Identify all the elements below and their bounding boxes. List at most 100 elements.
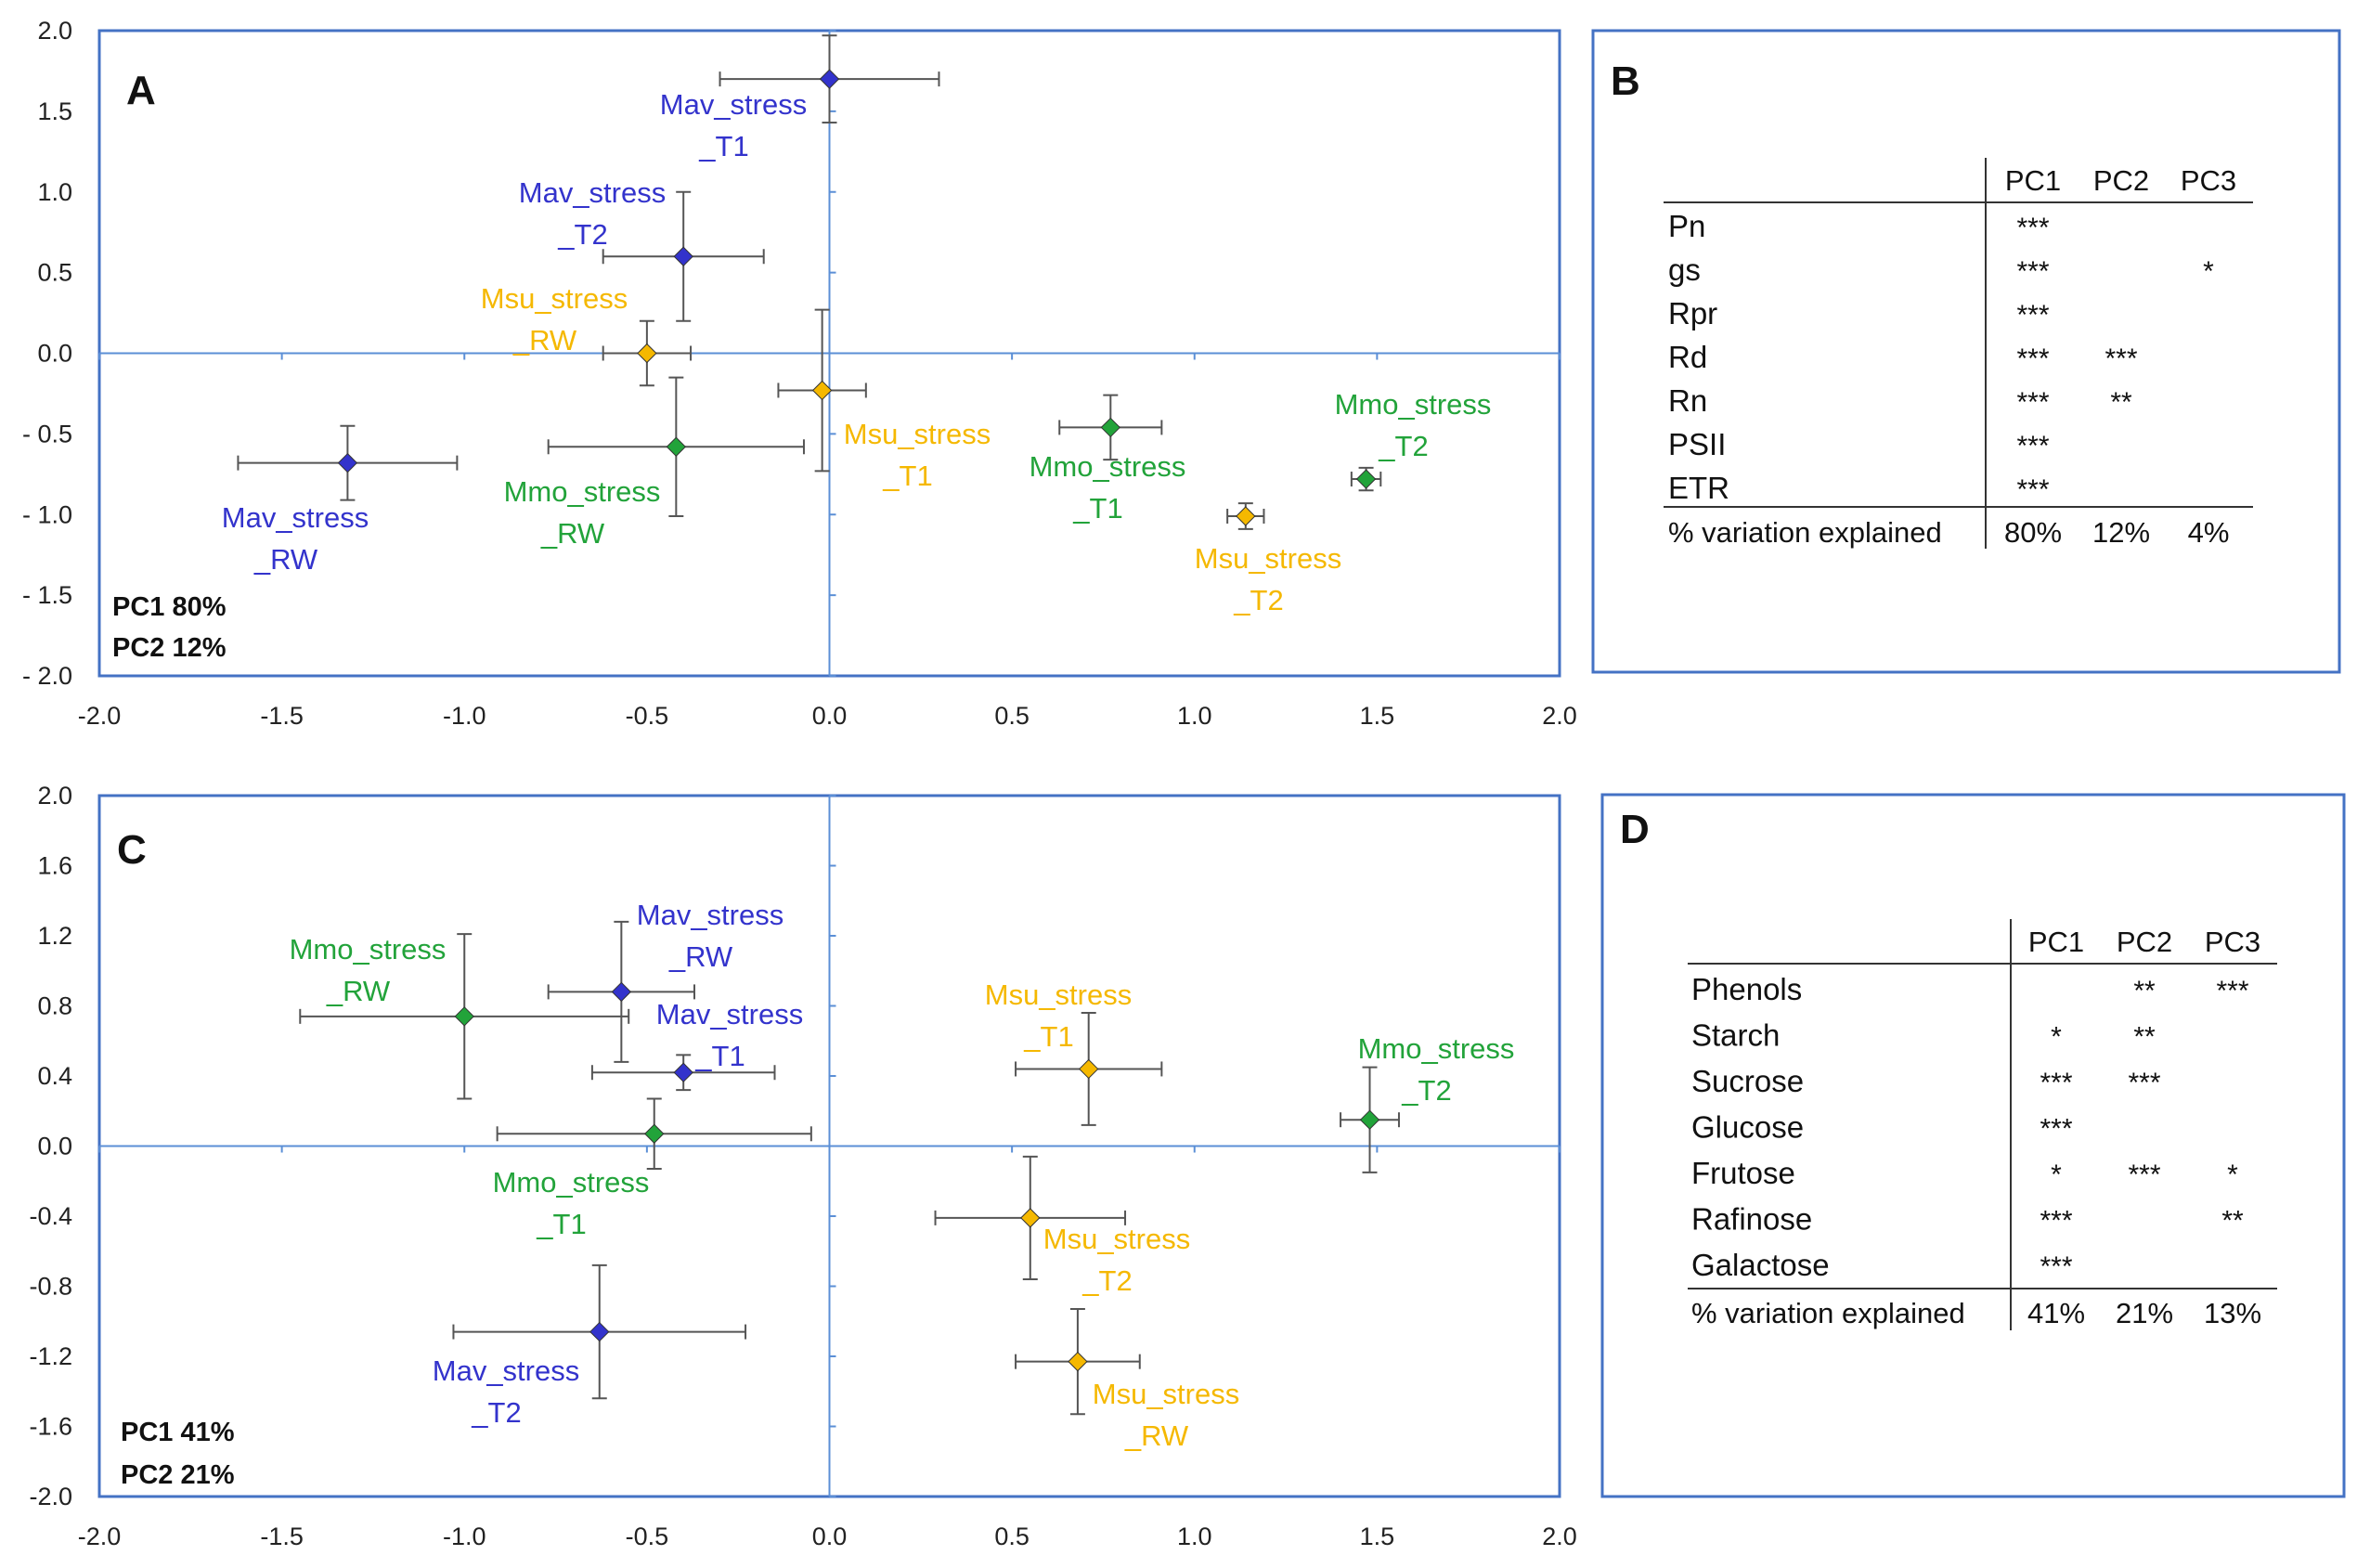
y-tick-label: 0.8: [37, 992, 72, 1020]
point-label-suffix: _RW: [326, 975, 391, 1007]
diamond-marker: [1100, 417, 1121, 438]
point-label-suffix: _T1: [698, 130, 748, 162]
variation-explained-value: 12%: [2092, 516, 2150, 549]
significance-stars: ***: [2216, 976, 2248, 1006]
data-point-mmo: Mmo_stress _T2: [1335, 388, 1492, 492]
y-tick-label: 0.0: [37, 1133, 72, 1160]
point-label-suffix: _T1: [882, 460, 932, 492]
diamond-marker: [819, 69, 840, 89]
y-tick-label: -1.2: [29, 1342, 72, 1370]
diamond-marker: [1020, 1208, 1041, 1228]
point-label-suffix: _T2: [1401, 1074, 1451, 1107]
point-label-suffix: _RW: [253, 543, 318, 576]
significance-stars: ***: [2040, 1068, 2072, 1098]
variation-explained-label: % variation explained: [1691, 1297, 1965, 1329]
significance-stars: *: [2051, 1160, 2062, 1190]
data-point-msu: Msu_stress _T2: [1195, 502, 1341, 616]
table-row-name: Pn: [1668, 209, 1705, 243]
y-tick-label: 2.0: [37, 782, 72, 810]
diamond-marker: [1355, 469, 1377, 489]
point-label-suffix: _T1: [1072, 492, 1122, 525]
point-label: Mmo_stress: [1335, 388, 1492, 421]
pca-plot-A: -2.0 -1.5 -1.0 -0.5 0.0 0.5 1.0 1.5 2.0 2.0 1.5 1.0…: [22, 17, 1577, 730]
significance-stars: ***: [2016, 300, 2049, 330]
x-tick-label: 1.5: [1360, 1523, 1395, 1550]
data-point-mmo: Mmo_stress _T1: [1030, 394, 1185, 525]
pc-variance-note: PC1 80%: [112, 592, 227, 622]
panel-letter: A: [126, 68, 156, 113]
point-label-suffix: _T1: [1023, 1020, 1073, 1053]
point-label-suffix: _RW: [540, 517, 605, 550]
data-point-mmo: Mmo_stress _RW: [290, 933, 630, 1100]
point-label-suffix: _T2: [557, 218, 607, 251]
table-row-name: Rn: [1668, 383, 1707, 418]
significance-stars: ***: [2040, 1251, 2072, 1282]
diamond-marker: [811, 380, 833, 401]
y-tick-label: 1.2: [37, 922, 72, 950]
x-tick-label: -1.0: [443, 702, 486, 730]
diamond-marker: [644, 1123, 665, 1144]
panel-letter: D: [1620, 807, 1650, 852]
data-point-mav: Mav_stress _RW: [547, 899, 784, 1063]
diamond-marker: [673, 246, 693, 266]
x-tick-label: -0.5: [626, 1523, 669, 1550]
diamond-marker: [666, 436, 687, 457]
pc-variance-note: PC2 12%: [112, 633, 227, 663]
point-label: Mav_stress: [433, 1354, 579, 1387]
x-tick-label: 2.0: [1542, 702, 1577, 730]
point-label-suffix: _T2: [471, 1396, 521, 1429]
significance-stars: **: [2133, 1022, 2156, 1053]
y-tick-label: - 0.5: [22, 420, 72, 447]
y-tick-label: -1.6: [29, 1413, 72, 1441]
point-label: Mav_stress: [637, 899, 784, 931]
table-row-name: ETR: [1668, 471, 1729, 505]
table-column-header: PC1: [2028, 926, 2084, 958]
x-tick-label: 0.5: [994, 1523, 1030, 1550]
y-tick-label: - 1.5: [22, 581, 72, 609]
significance-stars: ***: [2128, 1068, 2160, 1098]
y-tick-label: -2.0: [29, 1483, 72, 1510]
data-point-msu: Msu_stress _T1: [777, 308, 991, 492]
data-point-mav: Mav_stress _T2: [519, 176, 765, 322]
point-label-suffix: _T2: [1081, 1264, 1132, 1297]
significance-stars: *: [2051, 1022, 2062, 1053]
point-label-suffix: _T2: [1378, 430, 1428, 462]
y-tick-label: -0.8: [29, 1273, 72, 1301]
y-tick-label: 1.0: [37, 178, 72, 206]
y-tick-label: -0.4: [29, 1202, 72, 1230]
table-column-header: PC3: [2181, 164, 2236, 197]
table-column-header: PC2: [2117, 926, 2172, 958]
panel-letter: C: [117, 827, 147, 873]
data-point-msu: Msu_stress _RW: [481, 282, 693, 387]
x-tick-label: -1.5: [260, 702, 304, 730]
significance-stars: *: [2203, 256, 2214, 287]
pc-variance-note: PC2 21%: [121, 1460, 235, 1490]
variation-explained-value: 41%: [2027, 1297, 2085, 1329]
pc-variance-note: PC1 41%: [121, 1418, 235, 1447]
x-tick-label: 0.0: [812, 1523, 848, 1550]
table-row-name: Starch: [1691, 1018, 1780, 1053]
y-tick-label: 0.0: [37, 340, 72, 368]
table-row-name: gs: [1668, 253, 1701, 287]
x-tick-label: 1.0: [1177, 1523, 1212, 1550]
point-label: Msu_stress: [985, 978, 1132, 1011]
significance-stars: ***: [2016, 431, 2049, 461]
point-label-suffix: _RW: [668, 940, 733, 973]
table-column-header: PC3: [2205, 926, 2260, 958]
x-tick-label: 0.0: [812, 702, 848, 730]
significance-stars: ***: [2016, 343, 2049, 374]
significance-stars: **: [2221, 1206, 2244, 1237]
x-tick-label: -1.0: [443, 1523, 486, 1550]
data-point-mav: Mav_stress _T1: [590, 998, 803, 1092]
point-label-suffix: _T2: [1233, 584, 1283, 616]
x-tick-label: 2.0: [1542, 1523, 1577, 1550]
x-tick-label: 0.5: [994, 702, 1030, 730]
diamond-marker: [1068, 1351, 1088, 1372]
significance-stars: ***: [2040, 1114, 2072, 1145]
table-frame: [1591, 29, 2341, 674]
significance-stars: **: [2110, 387, 2132, 418]
table-column-header: PC1: [2005, 164, 2061, 197]
